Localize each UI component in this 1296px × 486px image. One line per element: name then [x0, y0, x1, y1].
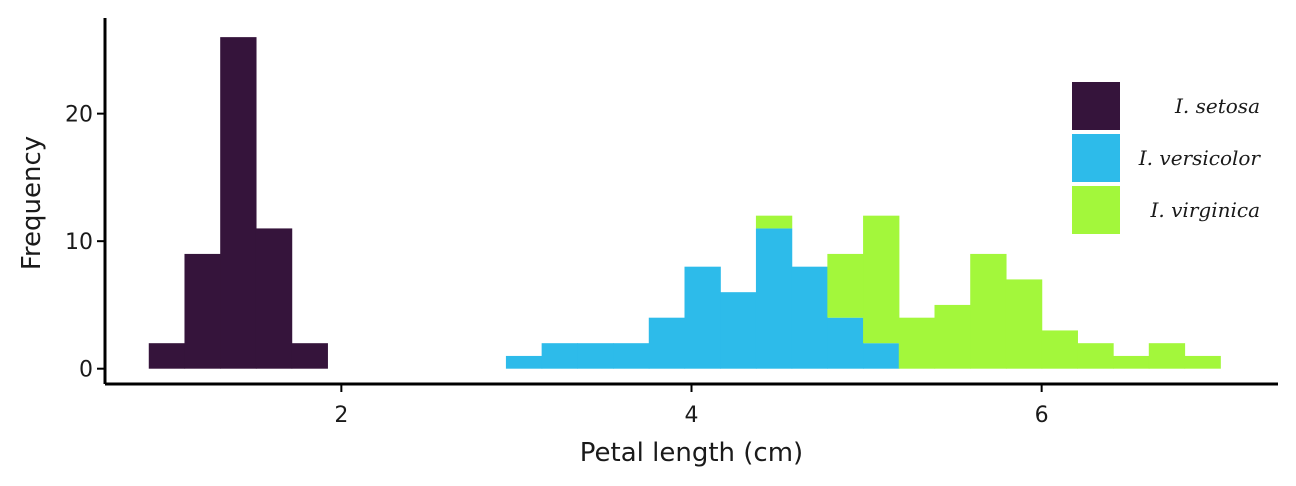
- tick-labels: 2 4 6 0 10 20: [65, 103, 1049, 428]
- bar-ivirginica-bin-28: [1148, 343, 1186, 369]
- bar-ivirginica-bin-17: [755, 215, 793, 229]
- bar-iversicolor-bin-20: [863, 343, 900, 369]
- y-tick-label: 10: [65, 230, 93, 255]
- bar-ivirginica-bin-22: [934, 304, 971, 369]
- bar-iversicolor-bin-16: [720, 292, 757, 369]
- axes: [97, 18, 1278, 392]
- legend: I. setosa I. versicolor I. virginica: [1072, 82, 1261, 234]
- bar-isetosa-bin-2: [220, 37, 257, 369]
- x-tick-label: 2: [334, 403, 348, 428]
- bar-isetosa-bin-0: [148, 343, 186, 369]
- bar-ivirginica-bin-26: [1077, 343, 1114, 369]
- legend-key: [1072, 82, 1120, 130]
- bar-iversicolor-bin-12: [577, 343, 614, 369]
- bar-iversicolor-bin-10: [505, 355, 543, 369]
- bar-isetosa-bin-1: [184, 253, 221, 369]
- y-axis-title: Frequency: [17, 136, 47, 270]
- bar-ivirginica-bin-19: [827, 253, 864, 318]
- bar-ivirginica-bin-24: [1005, 279, 1043, 369]
- bar-ivirginica-bin-25: [1041, 330, 1078, 369]
- bar-ivirginica-bin-20: [863, 215, 900, 344]
- legend-key: [1072, 186, 1120, 234]
- bar-iversicolor-bin-19: [827, 317, 864, 369]
- x-tick-label: 4: [685, 403, 699, 428]
- bar-isetosa-bin-4: [291, 343, 328, 369]
- y-tick-label: 20: [65, 103, 93, 128]
- histogram-bars: [148, 37, 1221, 369]
- legend-label: I. setosa: [1174, 94, 1260, 118]
- legend-key: [1072, 134, 1120, 182]
- legend-label: I. virginica: [1150, 198, 1260, 222]
- bar-iversicolor-bin-17: [755, 228, 793, 369]
- legend-label: I. versicolor: [1138, 146, 1262, 170]
- bar-iversicolor-bin-13: [613, 343, 650, 369]
- bar-ivirginica-bin-27: [1113, 355, 1150, 369]
- bar-isetosa-bin-3: [255, 228, 293, 369]
- x-axis-title: Petal length (cm): [580, 438, 803, 468]
- bar-iversicolor-bin-18: [791, 266, 828, 369]
- y-tick-label: 0: [79, 358, 93, 383]
- bar-iversicolor-bin-14: [648, 317, 686, 369]
- bar-ivirginica-bin-23: [970, 253, 1007, 369]
- bar-ivirginica-bin-21: [898, 317, 936, 369]
- bar-ivirginica-bin-29: [1184, 355, 1221, 369]
- bar-iversicolor-bin-11: [541, 343, 578, 369]
- bar-iversicolor-bin-15: [684, 266, 721, 369]
- x-tick-label: 6: [1035, 403, 1049, 428]
